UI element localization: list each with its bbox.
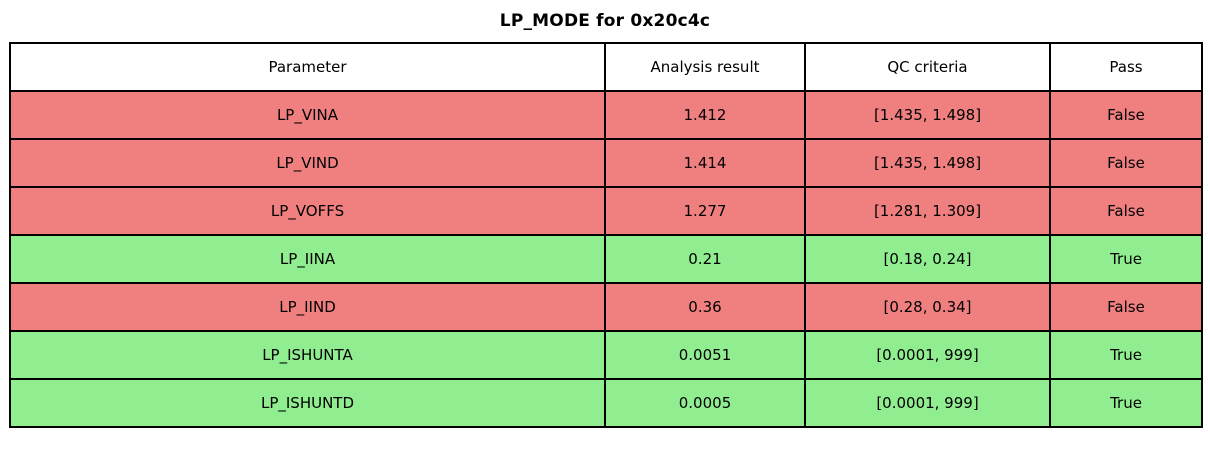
table-cell-analysis-result: 1.414 (604, 138, 806, 188)
table-cell-parameter: LP_VIND (9, 138, 606, 188)
table-cell-qc-criteria: [1.281, 1.309] (804, 186, 1051, 236)
table-cell-parameter: LP_VOFFS (9, 186, 606, 236)
table-cell-analysis-result: 1.412 (604, 90, 806, 140)
table-cell-qc-criteria: [1.435, 1.498] (804, 90, 1051, 140)
table-cell-analysis-result: 0.36 (604, 282, 806, 332)
table-row: LP_VIND 1.414 [1.435, 1.498] False (9, 138, 1203, 188)
table-cell-pass: False (1049, 282, 1203, 332)
table-row: LP_IINA 0.21 [0.18, 0.24] True (9, 234, 1203, 284)
table-cell-pass: True (1049, 234, 1203, 284)
table-cell-parameter: LP_VINA (9, 90, 606, 140)
table-cell-qc-criteria: [0.28, 0.34] (804, 282, 1051, 332)
table-cell-pass: False (1049, 186, 1203, 236)
qc-results-table: Parameter Analysis result QC criteria Pass … (9, 42, 1203, 428)
page-title: LP_MODE for 0x20c4c (499, 11, 711, 31)
table-cell-qc-criteria: [0.0001, 999] (804, 378, 1051, 428)
table-cell-pass: True (1049, 378, 1203, 428)
table-body: LP_VINA 1.412 [1.435, 1.498] False LP_VIND 1.… (9, 90, 1203, 428)
table-row: LP_IIND 0.36 [0.28, 0.34] False (9, 282, 1203, 332)
table-cell-analysis-result: 0.0051 (604, 330, 806, 380)
table-row: LP_ISHUNTA 0.0051 [0.0001, 999] True (9, 330, 1203, 380)
table-cell-parameter: LP_ISHUNTD (9, 378, 606, 428)
table-cell-qc-criteria: [0.0001, 999] (804, 330, 1051, 380)
table-cell-parameter: LP_IINA (9, 234, 606, 284)
column-header: QC criteria (804, 42, 1051, 92)
column-header: Analysis result (604, 42, 806, 92)
table-cell-qc-criteria: [1.435, 1.498] (804, 138, 1051, 188)
table-cell-qc-criteria: [0.18, 0.24] (804, 234, 1051, 284)
table-cell-pass: False (1049, 138, 1203, 188)
table-row: LP_VINA 1.412 [1.435, 1.498] False (9, 90, 1203, 140)
table-row: LP_ISHUNTD 0.0005 [0.0001, 999] True (9, 378, 1203, 428)
table-cell-pass: True (1049, 330, 1203, 380)
table-row: LP_VOFFS 1.277 [1.281, 1.309] False (9, 186, 1203, 236)
table-cell-parameter: LP_ISHUNTA (9, 330, 606, 380)
table-cell-pass: False (1049, 90, 1203, 140)
table-cell-analysis-result: 1.277 (604, 186, 806, 236)
table-cell-parameter: LP_IIND (9, 282, 606, 332)
header-row: Parameter Analysis result QC criteria Pass (9, 42, 1203, 92)
column-header: Pass (1049, 42, 1203, 92)
table-cell-analysis-result: 0.21 (604, 234, 806, 284)
column-header: Parameter (9, 42, 606, 92)
table-cell-analysis-result: 0.0005 (604, 378, 806, 428)
